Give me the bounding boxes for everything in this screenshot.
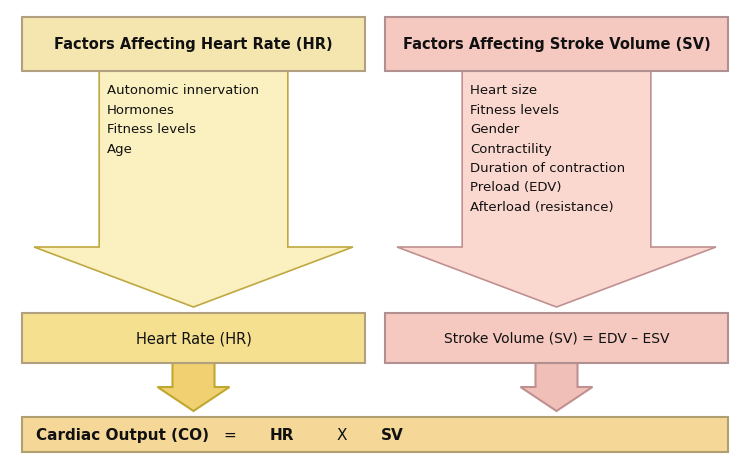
Text: Heart Rate (HR): Heart Rate (HR): [136, 331, 251, 346]
Text: Factors Affecting Stroke Volume (SV): Factors Affecting Stroke Volume (SV): [403, 38, 710, 52]
Polygon shape: [520, 363, 592, 411]
Text: Autonomic innervation
Hormones
Fitness levels
Age: Autonomic innervation Hormones Fitness l…: [107, 84, 260, 155]
Bar: [22, 18, 365, 72]
Text: Stroke Volume (SV) = EDV – ESV: Stroke Volume (SV) = EDV – ESV: [444, 331, 669, 345]
Text: Heart size
Fitness levels
Gender
Contractility
Duration of contraction
Preload (: Heart size Fitness levels Gender Contrac…: [470, 84, 626, 213]
Bar: [22, 417, 728, 452]
Text: Cardiac Output (CO): Cardiac Output (CO): [36, 427, 209, 442]
Bar: [22, 313, 365, 363]
Text: X: X: [337, 427, 347, 442]
Text: =: =: [224, 427, 236, 442]
Polygon shape: [397, 72, 716, 308]
Text: SV: SV: [380, 427, 404, 442]
Bar: [385, 313, 728, 363]
Polygon shape: [34, 72, 353, 308]
Bar: [385, 18, 728, 72]
Text: HR: HR: [270, 427, 294, 442]
Polygon shape: [158, 363, 230, 411]
Text: Factors Affecting Heart Rate (HR): Factors Affecting Heart Rate (HR): [54, 38, 333, 52]
